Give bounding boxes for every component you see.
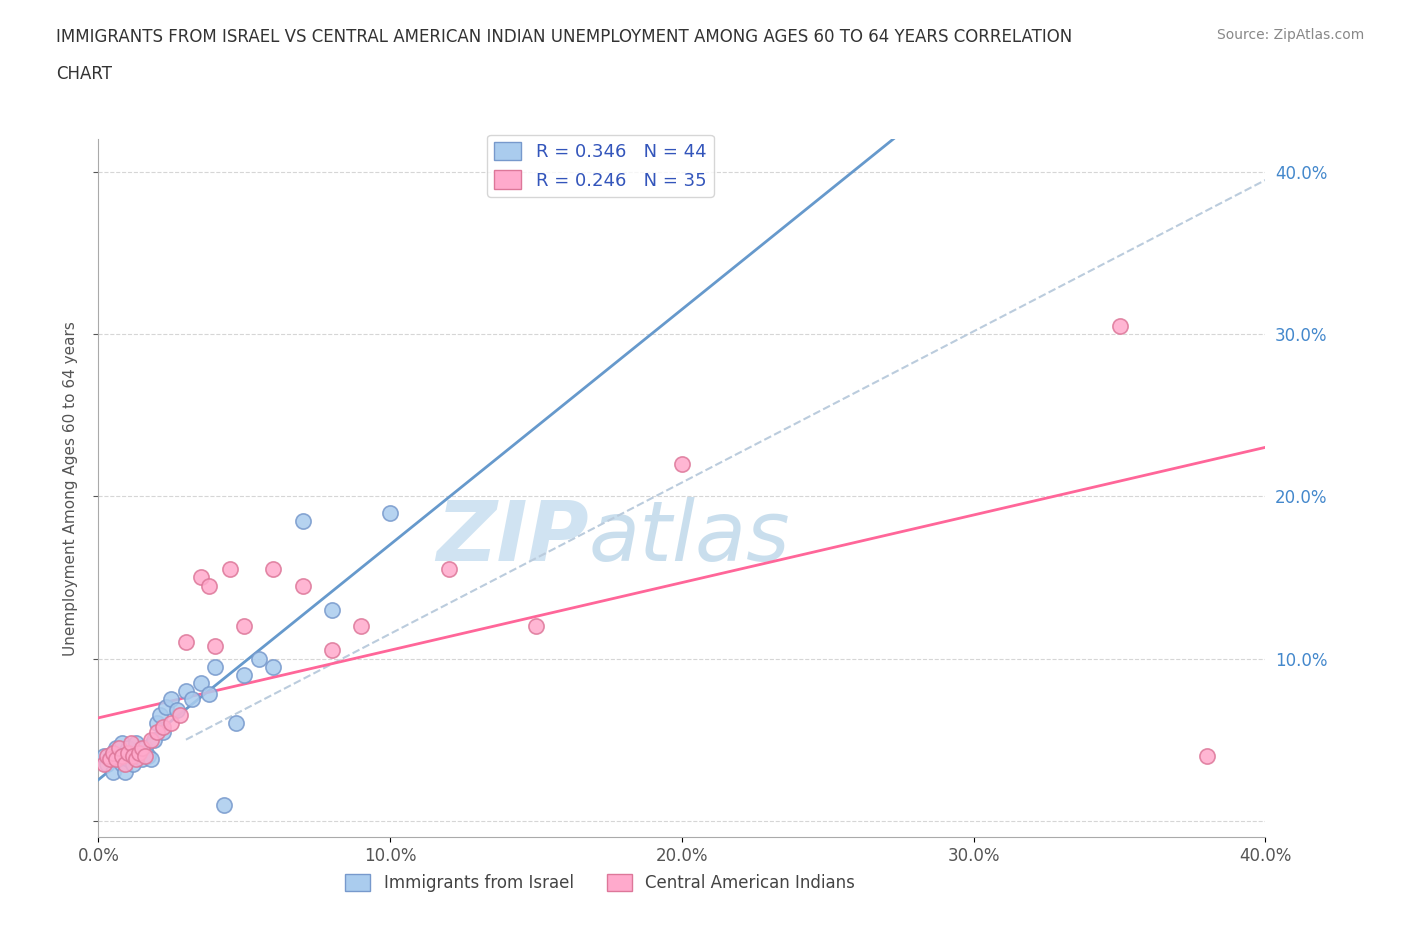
Point — [321, 643, 343, 658]
Point — [198, 578, 221, 593]
Point — [117, 751, 139, 766]
Point — [155, 699, 177, 714]
Point — [1108, 319, 1130, 334]
Point — [111, 736, 134, 751]
Point — [149, 708, 172, 723]
Point — [166, 703, 188, 718]
Point — [1195, 749, 1218, 764]
Point — [122, 757, 145, 772]
Point — [122, 745, 145, 760]
Point — [262, 562, 284, 577]
Point — [160, 716, 183, 731]
Point — [437, 562, 460, 577]
Point — [174, 684, 197, 698]
Point — [291, 513, 314, 528]
Point — [134, 740, 156, 755]
Point — [98, 751, 121, 766]
Point — [146, 716, 169, 731]
Point — [128, 749, 150, 764]
Text: CHART: CHART — [56, 65, 112, 83]
Point — [190, 675, 212, 690]
Point — [198, 687, 221, 702]
Point — [101, 745, 124, 760]
Point — [125, 751, 148, 766]
Point — [160, 692, 183, 707]
Legend: Immigrants from Israel, Central American Indians: Immigrants from Israel, Central American… — [339, 867, 862, 898]
Point — [93, 757, 115, 772]
Point — [671, 457, 693, 472]
Point — [108, 740, 131, 755]
Point — [204, 659, 226, 674]
Point — [128, 745, 150, 760]
Point — [212, 797, 235, 812]
Point — [114, 757, 136, 772]
Point — [291, 578, 314, 593]
Point — [101, 764, 124, 779]
Point — [152, 719, 174, 734]
Point — [131, 745, 153, 760]
Point — [262, 659, 284, 674]
Point — [174, 635, 197, 650]
Point — [131, 751, 153, 766]
Text: ZIP: ZIP — [436, 497, 589, 578]
Point — [136, 749, 159, 764]
Point — [321, 603, 343, 618]
Point — [142, 732, 165, 747]
Point — [104, 751, 127, 766]
Point — [350, 618, 373, 633]
Point — [108, 749, 131, 764]
Point — [233, 618, 256, 633]
Text: IMMIGRANTS FROM ISRAEL VS CENTRAL AMERICAN INDIAN UNEMPLOYMENT AMONG AGES 60 TO : IMMIGRANTS FROM ISRAEL VS CENTRAL AMERIC… — [56, 28, 1073, 46]
Point — [524, 618, 547, 633]
Point — [152, 724, 174, 739]
Text: Source: ZipAtlas.com: Source: ZipAtlas.com — [1216, 28, 1364, 42]
Point — [247, 651, 270, 666]
Point — [146, 724, 169, 739]
Text: atlas: atlas — [589, 497, 790, 578]
Point — [117, 740, 139, 755]
Point — [225, 716, 247, 731]
Point — [114, 764, 136, 779]
Point — [122, 749, 145, 764]
Point — [169, 708, 191, 723]
Point — [233, 668, 256, 683]
Point — [114, 745, 136, 760]
Y-axis label: Unemployment Among Ages 60 to 64 years: Unemployment Among Ages 60 to 64 years — [63, 321, 77, 656]
Point — [108, 751, 131, 766]
Point — [96, 749, 118, 764]
Point — [111, 749, 134, 764]
Point — [117, 745, 139, 760]
Point — [96, 757, 118, 772]
Point — [139, 732, 162, 747]
Point — [190, 570, 212, 585]
Point — [139, 751, 162, 766]
Point — [378, 505, 402, 520]
Point — [111, 757, 134, 772]
Point — [98, 751, 121, 766]
Point — [101, 745, 124, 760]
Point — [218, 562, 240, 577]
Point — [104, 740, 127, 755]
Point — [120, 749, 142, 764]
Point — [134, 749, 156, 764]
Point — [120, 736, 142, 751]
Point — [131, 740, 153, 755]
Point — [93, 749, 115, 764]
Point — [125, 736, 148, 751]
Point — [180, 692, 202, 707]
Point — [204, 638, 226, 653]
